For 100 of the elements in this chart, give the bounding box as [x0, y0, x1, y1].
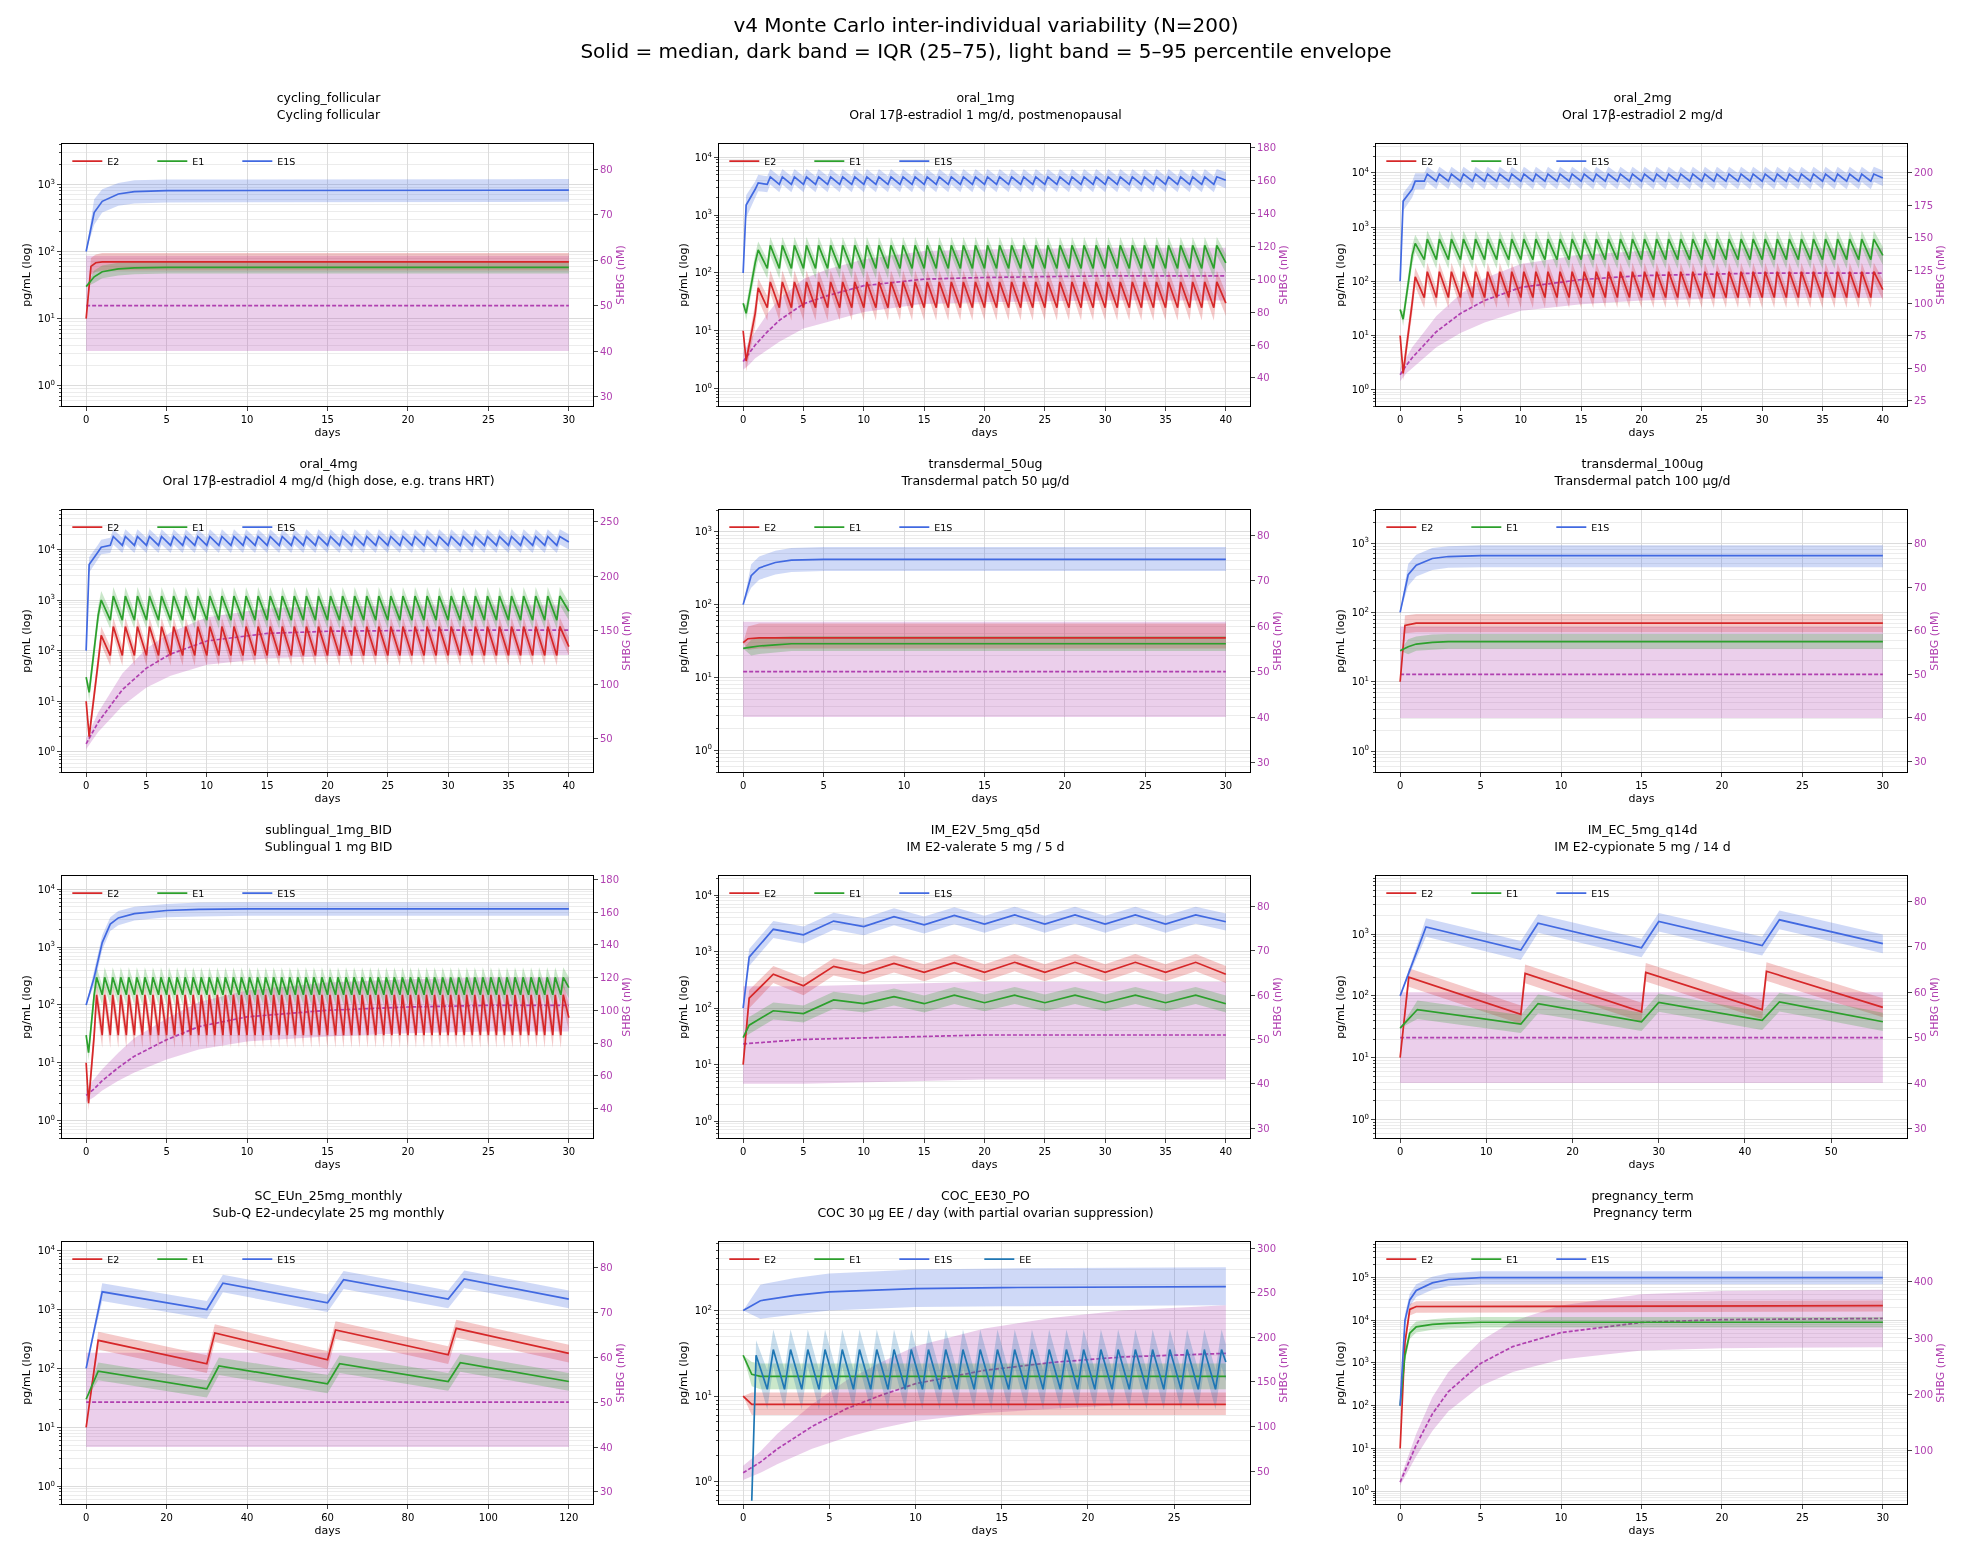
x-tick-label: 40 [240, 1512, 254, 1523]
y-tick-label: 10$^{1}$ [37, 1420, 55, 1433]
y2-tick-label: 50 [1257, 666, 1270, 678]
chart-title: oral_4mg [299, 456, 358, 472]
y2-tick-label: 180 [1257, 141, 1277, 153]
y2-tick-label: 80 [600, 1262, 613, 1274]
y-tick-label: 10$^{1}$ [694, 1057, 712, 1071]
y-tick-label: 10$^{2}$ [37, 244, 55, 258]
x-tick-label: 10 [240, 1146, 254, 1157]
y-axis-title: pg/mL (log) [1334, 975, 1348, 1039]
legend-label: E1S [1591, 887, 1610, 899]
x-tick-label: 25 [1796, 780, 1809, 791]
y2-tick-label: 50 [600, 1396, 613, 1408]
y2-tick-label: 400 [1914, 1276, 1934, 1288]
x-tick-label: 20 [1715, 1512, 1729, 1523]
legend-label: E1S [1591, 155, 1610, 167]
x-axis-title: days [971, 1524, 998, 1538]
y-tick-label: 10$^{0}$ [37, 745, 55, 758]
y-tick-label: 10$^{0}$ [1351, 1484, 1369, 1497]
legend-label: EE [1019, 1253, 1032, 1265]
y-tick-label: 10$^{0}$ [694, 1475, 712, 1488]
y2-axis-title: SHBG (nM) [613, 1343, 627, 1403]
line-series [742, 994, 1227, 1039]
chart-subtitle: Oral 17β-estradiol 2 mg/d [1561, 106, 1724, 122]
legend-label: E2 [107, 521, 120, 533]
legend-label: E1 [1506, 1253, 1519, 1265]
y2-tick-label: 100 [600, 678, 620, 690]
x-tick-label: 0 [82, 1146, 90, 1157]
line-series [742, 244, 1227, 315]
y-tick-label: 10$^{2}$ [694, 1303, 712, 1316]
y-tick-label: 10$^{1}$ [694, 1389, 712, 1402]
x-tick-label: 0 [1396, 1146, 1404, 1157]
x-tick-label: 25 [1796, 1512, 1809, 1523]
x-tick-label: 30 [441, 780, 455, 791]
y-tick-label: 10$^{1}$ [1351, 328, 1369, 341]
y2-tick-label: 60 [1257, 620, 1270, 632]
y-tick-label: 10$^{2}$ [1351, 989, 1369, 1002]
y-tick-label: 10$^{2}$ [37, 643, 55, 657]
y2-tick-label: 70 [1914, 941, 1927, 953]
y-tick-label: 10$^{2}$ [37, 1361, 55, 1374]
line-series [742, 1352, 1227, 1474]
legend-label: E1S [277, 521, 296, 533]
y2-tick-label: 40 [600, 345, 613, 357]
legend-label: E2 [1421, 887, 1434, 899]
y-tick-label: 10$^{4}$ [37, 882, 56, 895]
y2-tick-label: 140 [1257, 207, 1277, 219]
x-tick-label: 0 [739, 1512, 747, 1523]
y-tick-label: 10$^{3}$ [694, 945, 712, 958]
y2-axis-title: SHBG (nM) [1927, 977, 1941, 1037]
y2-tick-label: 60 [1914, 625, 1927, 637]
legend-label: E2 [1421, 155, 1434, 167]
y-tick-label: 10$^{2}$ [694, 266, 712, 279]
x-tick-label: 25 [482, 1146, 495, 1157]
x-tick-label: 20 [1635, 414, 1648, 425]
y2-tick-label: 60 [1914, 986, 1927, 998]
y-tick-label: 10$^{4}$ [1351, 1313, 1370, 1326]
x-tick-label: 30 [1876, 1512, 1890, 1523]
legend-label: E1 [849, 155, 862, 167]
y-tick-label: 10$^{0}$ [1351, 1112, 1369, 1125]
legend-label: E1 [192, 887, 205, 899]
legend-label: E1 [1506, 887, 1519, 899]
y2-axis-title: SHBG (nM) [1927, 611, 1941, 671]
y2-axis-title: SHBG (nM) [1277, 245, 1291, 305]
x-axis-title: days [314, 1158, 341, 1172]
x-tick-label: 5 [1457, 414, 1464, 425]
x-tick-label: 100 [478, 1512, 498, 1523]
x-tick-label: 20 [978, 414, 991, 425]
y-tick-label: 10$^{1}$ [1351, 1441, 1369, 1454]
x-axis-title: days [1628, 426, 1655, 440]
y2-tick-label: 30 [1914, 1122, 1927, 1134]
y-tick-label: 10$^{4}$ [1351, 166, 1370, 179]
y-tick-label: 10$^{1}$ [37, 694, 55, 707]
y-tick-label: 10$^{3}$ [694, 208, 712, 221]
y-tick-label: 10$^{1}$ [694, 670, 712, 683]
y2-tick-label: 60 [600, 254, 613, 266]
x-tick-label: 30 [1098, 1146, 1112, 1157]
y-tick-label: 10$^{4}$ [37, 1243, 56, 1257]
y-tick-label: 10$^{0}$ [694, 1114, 712, 1127]
chart-subtitle: Transdermal patch 100 µg/d [1553, 472, 1731, 488]
y-tick-label: 10$^{0}$ [37, 1113, 55, 1127]
x-axis-title: days [971, 426, 998, 440]
y2-tick-label: 160 [1257, 174, 1277, 186]
y2-tick-label: 80 [1257, 306, 1270, 318]
x-tick-label: 15 [1635, 1512, 1648, 1523]
legend-label: E1S [934, 887, 953, 899]
legend-label: E1 [192, 521, 205, 533]
x-tick-label: 20 [1715, 780, 1729, 791]
y2-tick-label: 70 [600, 1306, 613, 1318]
x-tick-label: 10 [1514, 414, 1528, 425]
y2-tick-label: 200 [1914, 1388, 1934, 1400]
chart-title: oral_2mg [1613, 90, 1672, 106]
x-tick-label: 40 [1219, 414, 1233, 425]
y2-tick-label: 80 [1257, 529, 1270, 541]
y-axis-title: pg/mL (log) [1334, 609, 1348, 673]
y2-tick-label: 50 [600, 300, 613, 312]
x-tick-label: 5 [800, 414, 807, 425]
y2-tick-label: 250 [600, 516, 620, 528]
line-series [1399, 640, 1884, 652]
y-tick-label: 10$^{4}$ [694, 150, 713, 163]
x-tick-label: 5 [163, 414, 170, 425]
